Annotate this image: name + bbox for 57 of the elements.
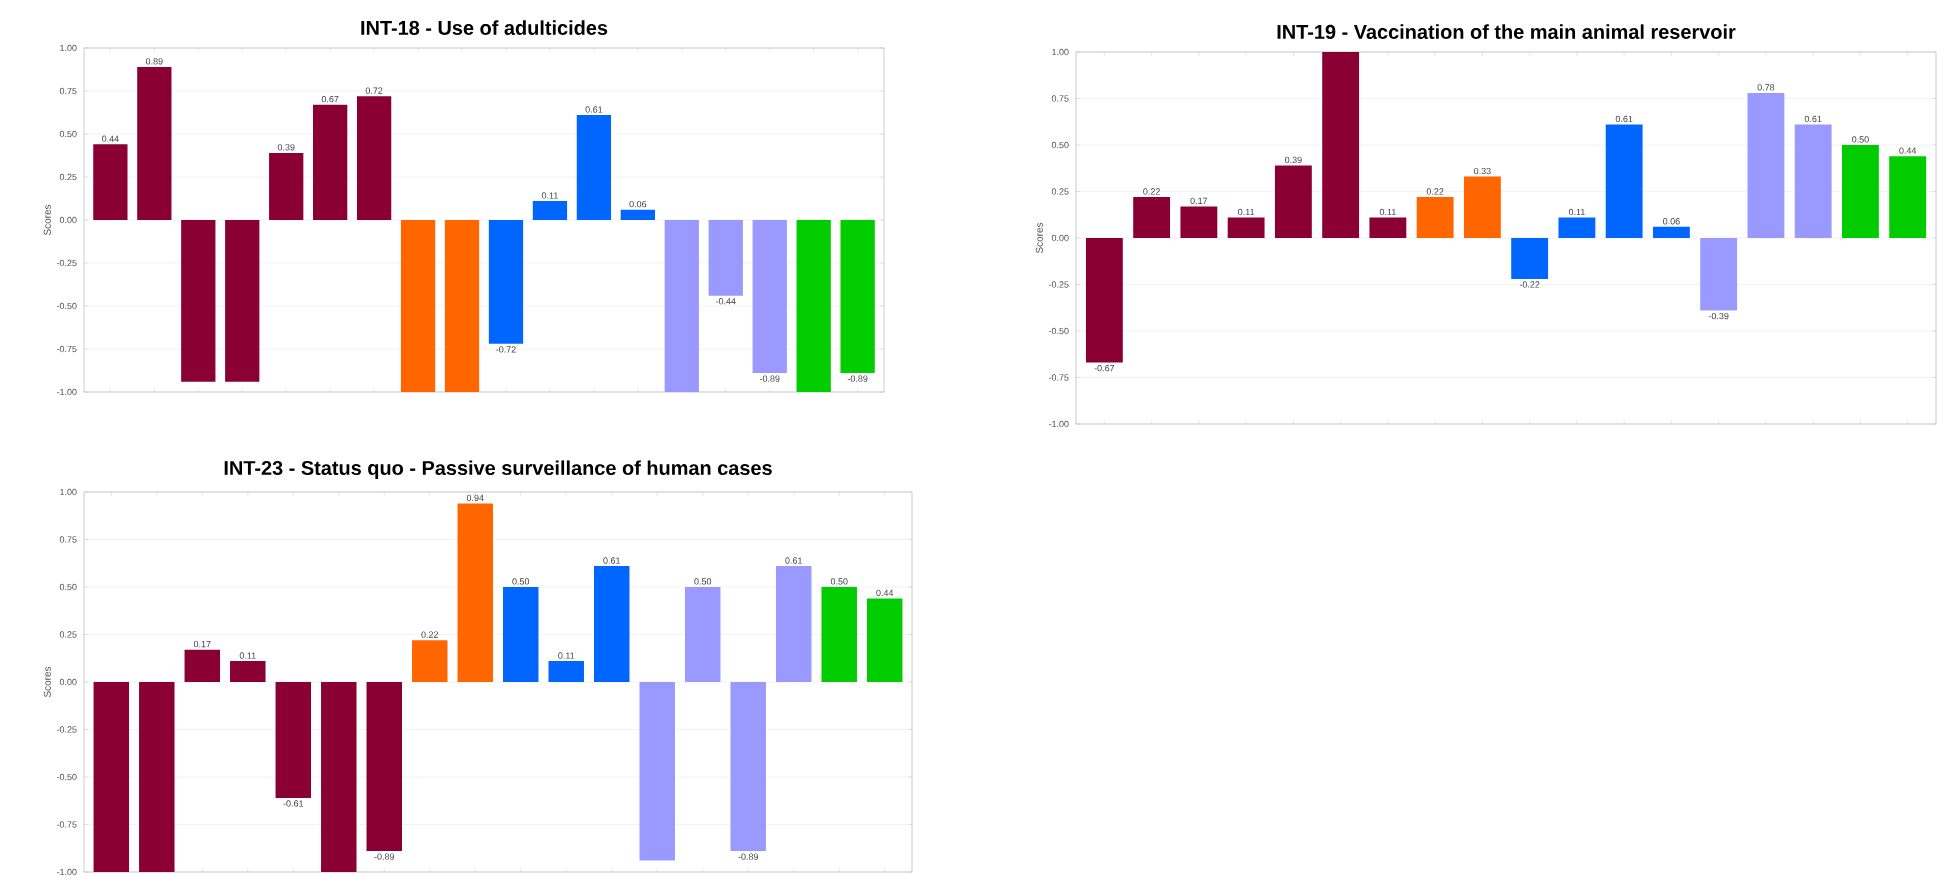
bar [488, 219, 524, 344]
bar [1416, 197, 1454, 238]
bar [184, 649, 221, 682]
bar [821, 586, 857, 682]
bar [230, 661, 266, 682]
bar [548, 661, 584, 682]
bar [356, 96, 392, 220]
bar [366, 681, 403, 852]
bar [1133, 197, 1171, 238]
bar [1794, 124, 1832, 238]
bar [275, 681, 312, 798]
bar [503, 586, 539, 682]
bar [775, 566, 812, 682]
bar [866, 598, 903, 682]
bar [1747, 92, 1785, 238]
bar [457, 503, 493, 682]
bar [1227, 217, 1265, 238]
bar [840, 219, 875, 374]
bar [639, 681, 675, 861]
bar [269, 152, 304, 220]
bar [1511, 237, 1549, 279]
bar [313, 104, 348, 220]
bar [730, 681, 766, 852]
bar [1085, 237, 1123, 363]
bar [1841, 144, 1879, 238]
bar [1463, 176, 1501, 238]
bar [1369, 217, 1407, 238]
bar [1274, 165, 1312, 238]
bar [620, 209, 655, 220]
bar [139, 681, 175, 872]
bar [1889, 156, 1927, 238]
bar [532, 201, 568, 220]
chart-title: INT-18 - Use of adulticides [361, 20, 608, 35]
bar [225, 219, 260, 382]
bar [708, 219, 743, 296]
bar [664, 219, 699, 392]
bar [137, 66, 172, 220]
bar [684, 586, 721, 682]
bar [321, 681, 357, 872]
bar [576, 115, 612, 220]
bar [400, 219, 436, 392]
bar [1322, 51, 1360, 238]
bar [444, 219, 480, 392]
bar [93, 681, 130, 872]
bar [796, 219, 831, 392]
chart-title: INT-23 - Status quo - Passive surveillance of human cases [224, 460, 772, 479]
bar [752, 219, 787, 374]
bar [1605, 124, 1643, 238]
bar [594, 566, 630, 682]
bar [1558, 217, 1596, 238]
bar [1180, 206, 1218, 238]
bar [1700, 237, 1738, 311]
bar [412, 640, 448, 682]
bar [93, 144, 128, 220]
bar [1652, 226, 1690, 238]
bar [181, 219, 216, 382]
chart-title: INT-19 - Vaccination of the main animal reservoir [1277, 24, 1736, 39]
